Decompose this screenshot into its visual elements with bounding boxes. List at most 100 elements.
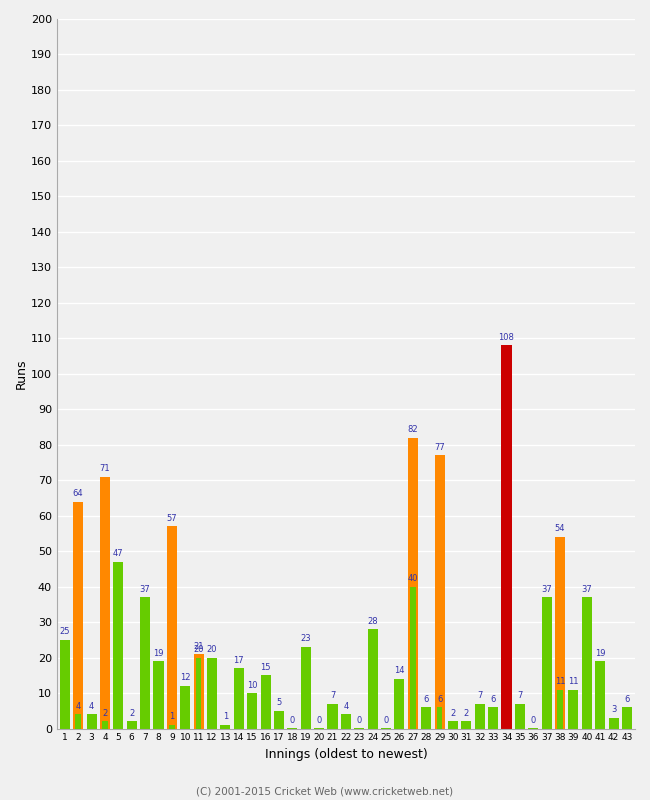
Bar [60,640,70,729]
Bar [437,707,443,729]
Bar [287,727,297,729]
Bar [328,704,337,729]
Bar [341,714,351,729]
Text: 0: 0 [317,716,322,725]
Text: 5: 5 [276,698,281,707]
Bar [301,647,311,729]
Bar [435,455,445,729]
Text: 12: 12 [180,674,190,682]
Bar [196,658,202,729]
Text: 19: 19 [595,649,605,658]
Bar [502,346,512,729]
Text: 20: 20 [194,645,204,654]
Text: 6: 6 [624,694,630,704]
Text: 7: 7 [330,691,335,700]
Text: 54: 54 [555,525,566,534]
Text: 0: 0 [530,716,536,725]
Text: 2: 2 [129,709,135,718]
Bar [381,727,391,729]
Bar [127,722,136,729]
Text: 25: 25 [60,627,70,636]
Bar [622,707,632,729]
Bar [582,598,592,729]
Text: 2: 2 [463,709,469,718]
Text: 64: 64 [73,489,83,498]
Text: 37: 37 [582,585,592,594]
Text: 4: 4 [75,702,81,711]
Text: (C) 2001-2015 Cricket Web (www.cricketweb.net): (C) 2001-2015 Cricket Web (www.cricketwe… [196,786,454,796]
Text: 57: 57 [166,514,177,523]
Text: 11: 11 [555,677,566,686]
Bar [113,562,124,729]
Bar [274,711,284,729]
Bar [153,661,164,729]
Bar [515,704,525,729]
Bar [555,537,565,729]
Bar [234,668,244,729]
Bar [395,679,404,729]
Text: 82: 82 [408,425,418,434]
Text: 23: 23 [300,634,311,643]
Bar [462,722,471,729]
Bar [102,722,108,729]
Text: 3: 3 [611,706,616,714]
Bar [207,658,217,729]
Text: 15: 15 [260,663,271,672]
Bar [167,526,177,729]
Text: 47: 47 [113,550,124,558]
Bar [86,714,97,729]
Text: 4: 4 [89,702,94,711]
Bar [608,718,619,729]
Bar [354,727,364,729]
Text: 77: 77 [434,443,445,452]
Bar [488,707,498,729]
Bar [541,598,552,729]
Bar [169,725,175,729]
Text: 28: 28 [367,617,378,626]
Bar [528,727,538,729]
Text: 1: 1 [169,713,174,722]
Text: 10: 10 [247,681,257,690]
Text: 20: 20 [207,645,217,654]
Text: 2: 2 [102,709,108,718]
Text: 11: 11 [568,677,578,686]
Text: 6: 6 [491,694,496,704]
Text: 7: 7 [477,691,482,700]
Text: 71: 71 [99,464,111,473]
Bar [220,725,231,729]
Y-axis label: Runs: Runs [15,358,28,389]
Bar [194,654,203,729]
Bar [73,502,83,729]
Text: 17: 17 [233,656,244,665]
Bar [261,675,270,729]
Text: 7: 7 [517,691,523,700]
Bar [368,630,378,729]
Text: 1: 1 [223,713,228,722]
Text: 6: 6 [424,694,429,704]
Text: 19: 19 [153,649,164,658]
Text: 37: 37 [541,585,552,594]
Text: 40: 40 [408,574,418,583]
Text: 37: 37 [140,585,151,594]
Bar [474,704,485,729]
Text: 108: 108 [499,333,514,342]
Bar [100,477,110,729]
Bar [408,438,418,729]
Bar [421,707,431,729]
Bar [568,690,578,729]
Text: 0: 0 [384,716,389,725]
Bar [557,690,563,729]
Bar [247,693,257,729]
Text: 0: 0 [357,716,362,725]
Text: 2: 2 [450,709,456,718]
Text: 4: 4 [343,702,348,711]
Bar [595,661,605,729]
Bar [410,586,415,729]
Bar [140,598,150,729]
Bar [314,727,324,729]
Text: 6: 6 [437,694,442,704]
Bar [75,714,81,729]
Bar [448,722,458,729]
Bar [180,686,190,729]
Text: 14: 14 [394,666,405,675]
